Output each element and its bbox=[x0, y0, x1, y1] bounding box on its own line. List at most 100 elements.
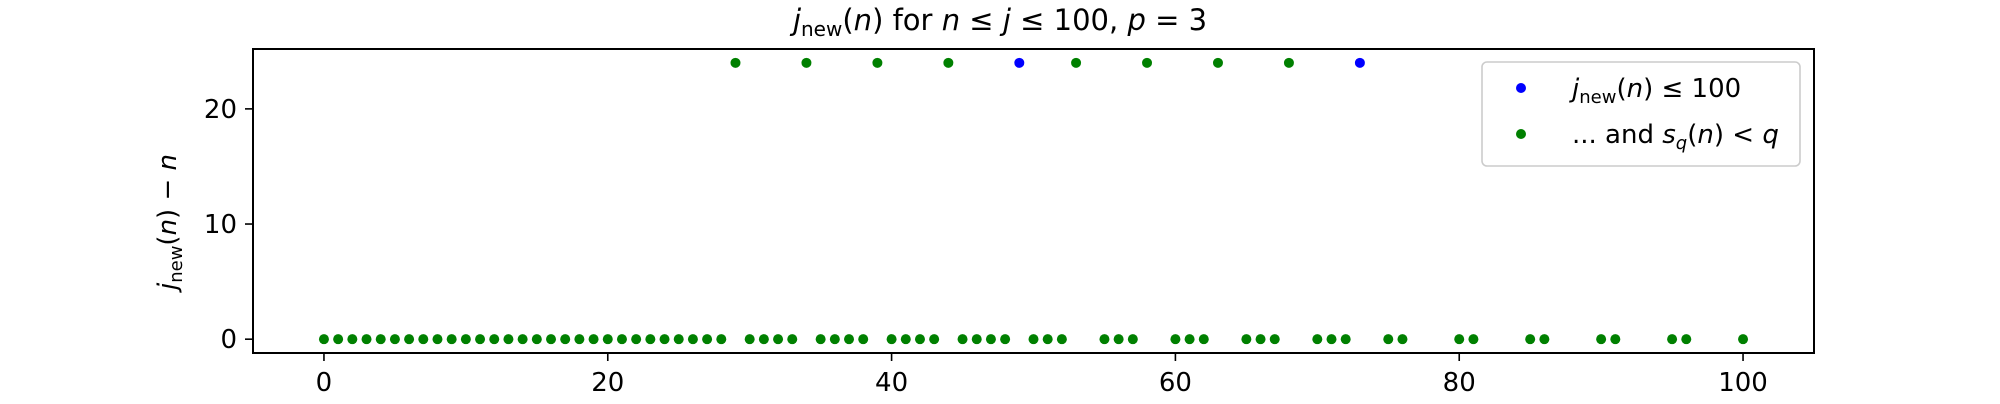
data-point-green bbox=[1170, 334, 1181, 345]
data-point-green bbox=[1099, 334, 1110, 345]
data-point-green bbox=[687, 334, 698, 345]
data-point-green bbox=[971, 334, 982, 345]
data-point-green bbox=[957, 334, 968, 345]
data-point-green bbox=[1028, 334, 1039, 345]
data-point-green bbox=[375, 334, 386, 345]
data-point-green bbox=[1539, 334, 1550, 345]
title-open: ( bbox=[842, 3, 853, 37]
data-point-green bbox=[1113, 334, 1124, 345]
title-eq: = 3 bbox=[1146, 3, 1207, 37]
title-j2: j bbox=[999, 3, 1012, 37]
data-point-green bbox=[347, 334, 358, 345]
data-point-green bbox=[1454, 334, 1465, 345]
chart-title: jnew(n) for n ≤ j ≤ 100, p = 3 bbox=[789, 3, 1207, 41]
data-point-green bbox=[844, 334, 855, 345]
legend1-open: ( bbox=[1687, 120, 1697, 150]
y-tick-label: 20 bbox=[204, 95, 237, 125]
title-j: j bbox=[789, 3, 802, 37]
legend-marker-green bbox=[1516, 129, 1526, 139]
data-point-green bbox=[872, 57, 883, 68]
data-point-green bbox=[829, 334, 840, 345]
data-point-green bbox=[418, 334, 429, 345]
data-point-green bbox=[1042, 334, 1053, 345]
data-point-green bbox=[333, 334, 344, 345]
data-point-green bbox=[404, 334, 415, 345]
legend0-open: ( bbox=[1616, 74, 1626, 104]
legend1-s: s bbox=[1662, 120, 1676, 150]
data-point-green bbox=[503, 334, 514, 345]
data-point-green bbox=[1283, 57, 1294, 68]
legend1-n: n bbox=[1697, 120, 1713, 150]
data-point-green bbox=[801, 57, 812, 68]
data-point-green bbox=[914, 334, 925, 345]
data-point-green bbox=[432, 334, 443, 345]
legend1-sub: q bbox=[1676, 133, 1687, 154]
data-point-green bbox=[1184, 334, 1195, 345]
y-axis-label: jnew(n) − n bbox=[153, 154, 187, 293]
data-point-green bbox=[1596, 334, 1607, 345]
legend1-close: ) < bbox=[1714, 120, 1762, 150]
ylabel-sub: new bbox=[166, 246, 187, 283]
data-point-green bbox=[716, 334, 727, 345]
data-point-green bbox=[702, 334, 713, 345]
legend0-close: ) ≤ 100 bbox=[1643, 74, 1741, 104]
data-point-green bbox=[588, 334, 599, 345]
data-point-green bbox=[489, 334, 500, 345]
data-point-green bbox=[1340, 334, 1351, 345]
data-point-green bbox=[1397, 334, 1408, 345]
legend: jnew(n) ≤ 100 ... and sq(n) < q bbox=[1481, 61, 1801, 167]
data-point-green bbox=[475, 334, 486, 345]
data-point-green bbox=[389, 334, 400, 345]
x-tick-label: 80 bbox=[1443, 368, 1476, 398]
data-point-green bbox=[1198, 334, 1209, 345]
data-point-green bbox=[787, 334, 798, 345]
data-point-green bbox=[744, 334, 755, 345]
title-p: p bbox=[1126, 3, 1145, 37]
data-point-green bbox=[560, 334, 571, 345]
points-layer bbox=[318, 57, 1749, 345]
data-point-green bbox=[1071, 57, 1082, 68]
data-point-green bbox=[1212, 57, 1223, 68]
data-point-green bbox=[1383, 334, 1394, 345]
data-point-green bbox=[1000, 334, 1011, 345]
legend-label-0: jnew(n) ≤ 100 bbox=[1569, 74, 1741, 108]
title-n: n bbox=[854, 3, 872, 37]
x-tick-label: 100 bbox=[1718, 368, 1768, 398]
data-point-green bbox=[1468, 334, 1479, 345]
x-tick-label: 20 bbox=[591, 368, 624, 398]
ylabel-j: j bbox=[153, 282, 183, 293]
legend1-pre: ... and bbox=[1572, 120, 1662, 150]
data-point-green bbox=[574, 334, 585, 345]
data-point-green bbox=[1738, 334, 1749, 345]
ylabel-n: n bbox=[153, 219, 183, 235]
legend-box bbox=[1481, 61, 1801, 167]
legend0-sub: new bbox=[1579, 87, 1616, 108]
legend-marker-blue bbox=[1516, 83, 1526, 93]
ylabel-close: ) − bbox=[153, 170, 183, 218]
data-point-green bbox=[361, 334, 372, 345]
title-le2: ≤ 100, bbox=[1011, 3, 1128, 37]
data-point-green bbox=[1681, 334, 1692, 345]
legend1-q: q bbox=[1762, 120, 1779, 150]
data-point-green bbox=[318, 334, 329, 345]
data-point-green bbox=[517, 334, 528, 345]
data-point-green bbox=[773, 334, 784, 345]
data-point-green bbox=[1241, 334, 1252, 345]
data-point-green bbox=[1127, 334, 1138, 345]
y-tick-label: 10 bbox=[204, 210, 237, 240]
data-point-blue bbox=[1014, 57, 1025, 68]
legend0-j: j bbox=[1569, 74, 1580, 104]
data-point-green bbox=[460, 334, 471, 345]
data-point-green bbox=[1312, 334, 1323, 345]
data-point-green bbox=[645, 334, 656, 345]
plot-frame bbox=[252, 48, 1815, 354]
data-point-green bbox=[659, 334, 670, 345]
data-point-green bbox=[985, 334, 996, 345]
x-tick-label: 0 bbox=[316, 368, 333, 398]
ticks-layer: 0 20 40 60 80 100 0 10 20 bbox=[204, 95, 1768, 398]
x-tick-label: 60 bbox=[1159, 368, 1192, 398]
data-point-green bbox=[1142, 57, 1153, 68]
data-point-green bbox=[886, 334, 897, 345]
